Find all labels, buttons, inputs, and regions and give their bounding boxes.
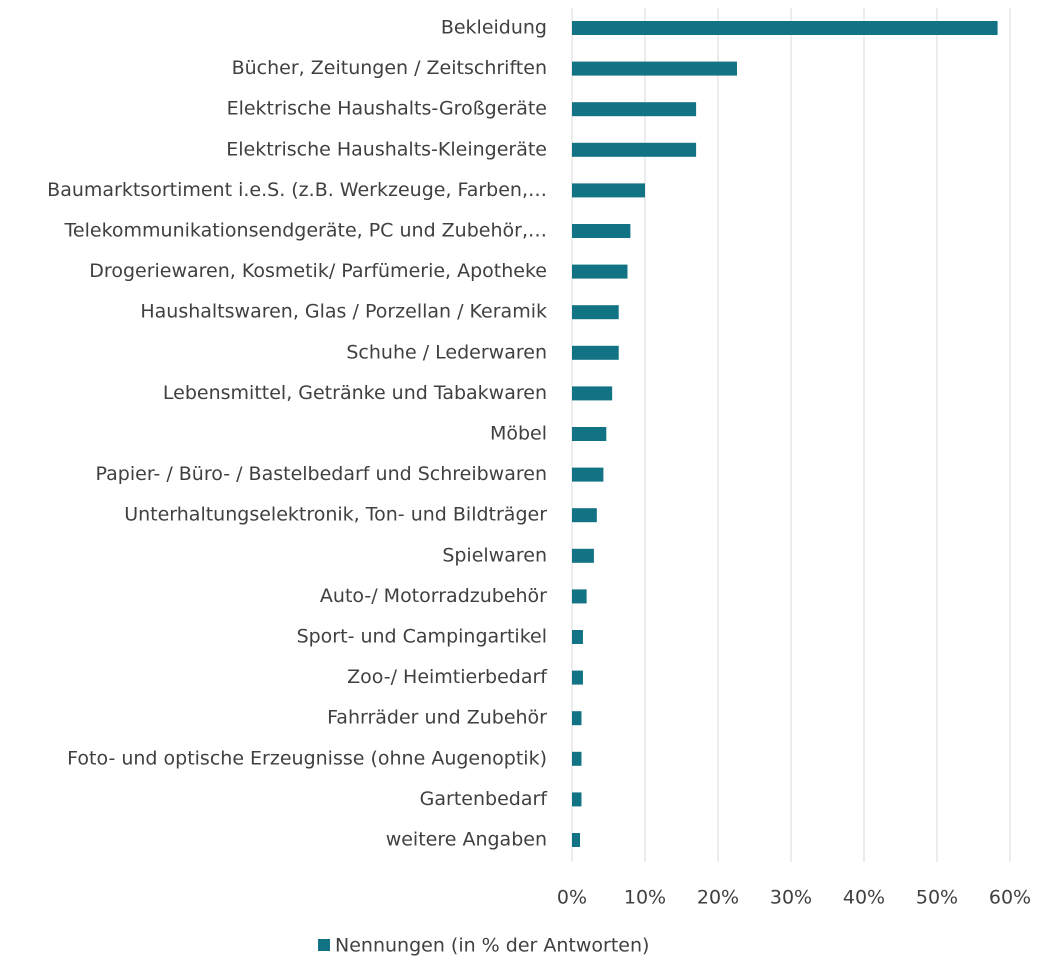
y-tick-label: Foto- und optische Erzeugnisse (ohne Aug… [67,747,547,769]
bar [572,548,594,563]
y-tick-label: Drogeriewaren, Kosmetik/ Parfümerie, Apo… [89,260,547,282]
y-tick-label: Elektrische Haushalts-Kleingeräte [226,138,547,160]
bar [572,751,582,766]
y-tick-label: Unterhaltungselektronik, Ton- und Bildtr… [124,504,547,526]
x-tick-label: 20% [697,887,739,909]
y-tick-label: Schuhe / Lederwaren [346,341,547,363]
x-tick-label: 50% [916,887,958,909]
y-tick-label: Elektrische Haushalts-Großgeräte [227,98,547,120]
y-tick-label: Bekleidung [441,17,547,39]
x-tick-label: 30% [770,887,812,909]
bar [572,142,697,157]
y-tick-label: Gartenbedarf [420,788,549,810]
y-tick-label: Lebensmittel, Getränke und Tabakwaren [163,382,547,404]
bar [572,589,587,604]
y-tick-label: Zoo-/ Heimtierbedarf [347,666,548,688]
bar [572,630,583,644]
bar [572,21,998,35]
x-tick-label: 40% [843,887,885,909]
y-tick-label: Papier- / Büro- / Bastelbedarf und Schre… [96,463,547,485]
bar [572,61,737,76]
bar [572,833,581,847]
legend-swatch [318,939,330,951]
x-tick-label: 0% [557,887,587,909]
y-tick-label: Telekommunikationsendgeräte, PC und Zube… [64,220,547,242]
x-tick-label: 60% [989,887,1031,909]
bar [572,386,613,401]
x-tick-label: 10% [624,887,666,909]
bar [572,711,582,726]
y-tick-label: Baumarktsortiment i.e.S. (z.B. Werkzeuge… [47,179,547,201]
bar [572,670,583,685]
bar [572,427,607,441]
bar [572,508,597,523]
bar [572,467,604,482]
bar [572,305,619,320]
bar [572,264,628,279]
bar [572,792,582,807]
y-tick-label: Fahrräder und Zubehör [327,707,547,729]
y-tick-label: weitere Angaben [386,829,547,851]
y-tick-label: Auto-/ Motorradzubehör [320,585,547,607]
bar [572,183,645,198]
y-tick-label: Bücher, Zeitungen / Zeitschriften [232,57,547,79]
y-tick-label: Sport- und Campingartikel [297,626,547,648]
bar [572,345,619,360]
y-tick-label: Möbel [490,423,547,445]
legend-label: Nennungen (in % der Antworten) [335,935,649,957]
bar [572,224,631,238]
y-tick-label: Spielwaren [442,544,547,566]
y-tick-label: Haushaltswaren, Glas / Porzellan / Keram… [140,301,547,323]
bar [572,102,697,117]
